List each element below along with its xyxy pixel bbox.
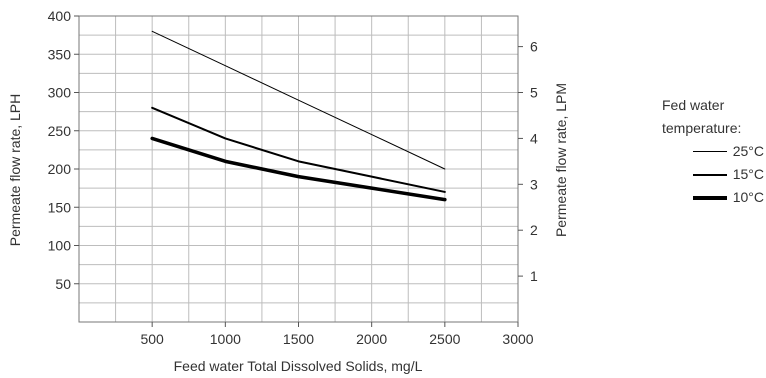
- legend-title: Fed water temperature:: [662, 97, 742, 136]
- y2-tick-label: 6: [530, 39, 538, 55]
- grid: [79, 16, 518, 322]
- series-line-0: [151, 30, 446, 170]
- x-axis-title: Feed water Total Dissolved Solids, mg/L: [174, 358, 423, 374]
- x-tick-label: 500: [140, 331, 164, 347]
- legend-label-15: 15°C: [732, 166, 764, 182]
- y-ticks: 50 100 150 200 250 300 350 400: [48, 8, 79, 292]
- y2-ticks: 1 2 3 4 5 6: [518, 39, 538, 284]
- y-tick-label: 50: [55, 276, 71, 292]
- y-tick-label: 250: [48, 123, 72, 139]
- y2-tick-label: 5: [530, 85, 538, 101]
- y-tick-label: 150: [48, 199, 72, 215]
- legend-label-25: 25°C: [732, 143, 764, 159]
- y2-tick-label: 4: [530, 130, 538, 146]
- legend-swatch-15: [692, 173, 727, 176]
- y-axis-title: Permeate flow rate, LPH: [7, 94, 23, 247]
- x-tick-label: 2000: [356, 331, 387, 347]
- x-tick-label: 1000: [210, 331, 241, 347]
- y-tick-label: 100: [48, 238, 72, 254]
- y2-tick-label: 2: [530, 222, 538, 238]
- x-tick-label: 2500: [429, 331, 460, 347]
- x-tick-label: 1500: [283, 331, 314, 347]
- series-line-1: [151, 106, 446, 193]
- legend-swatch-10: [692, 195, 727, 200]
- series-line-2: [150, 136, 447, 202]
- y2-tick-label: 3: [530, 176, 538, 192]
- y-tick-label: 350: [48, 46, 72, 62]
- y2-axis-title: Permeate flow rate, LPM: [553, 83, 569, 237]
- y-tick-label: 200: [48, 161, 72, 177]
- x-tick-label: 3000: [502, 331, 533, 347]
- y2-tick-label: 1: [530, 268, 538, 284]
- y-tick-label: 400: [48, 8, 72, 24]
- series-layer: [150, 30, 447, 202]
- y-tick-label: 300: [48, 85, 72, 101]
- legend-item-10: 10°C: [662, 186, 764, 209]
- legend-label-10: 10°C: [732, 189, 764, 205]
- legend: Fed water temperature: 25°C 15°C 10°C: [662, 94, 766, 209]
- legend-item-15: 15°C: [662, 163, 764, 186]
- legend-swatch-25: [692, 151, 727, 152]
- legend-item-25: 25°C: [662, 140, 764, 163]
- x-ticks: 500 1000 1500 2000 2500 3000: [140, 322, 534, 347]
